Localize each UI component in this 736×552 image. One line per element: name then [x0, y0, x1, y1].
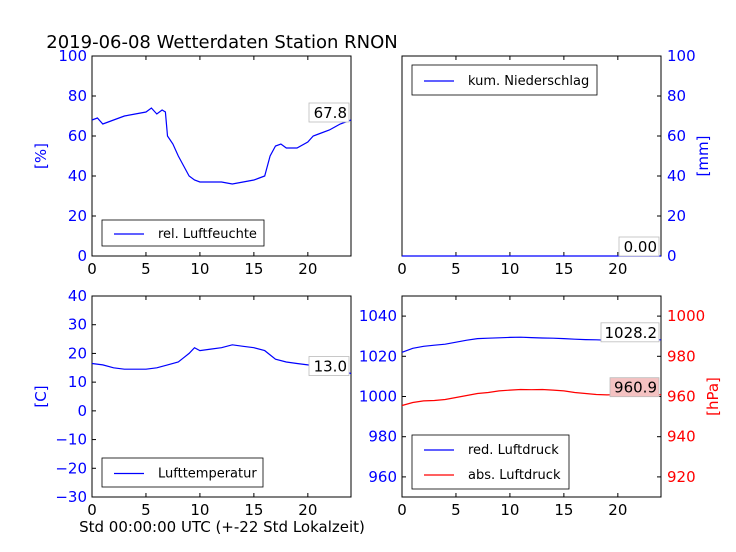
y-tick-label: 20 [68, 344, 87, 362]
x-tick-label: 5 [451, 501, 461, 519]
x-tick-label: 5 [141, 501, 151, 519]
y-tick-label: 40 [68, 287, 87, 305]
x-tick-label: 15 [244, 260, 263, 278]
x-tick-label: 20 [298, 501, 317, 519]
x-tick-label: 10 [190, 260, 209, 278]
x-tick-label: 0 [397, 501, 407, 519]
x-tick-label: 0 [87, 260, 97, 278]
x-tick-label: 10 [500, 501, 519, 519]
x-axis-label: Std 00:00:00 UTC (+-22 Std Lokalzeit) [79, 518, 365, 536]
x-tick-label: 20 [298, 260, 317, 278]
y-tick-label: 100 [58, 47, 87, 65]
y-tick-label: 60 [667, 127, 686, 145]
y-axis-label: [mm] [694, 136, 712, 177]
x-tick-label: 15 [554, 501, 573, 519]
series-line-lufttemperatur [91, 344, 352, 375]
last-value-label: 0.00 [624, 238, 657, 256]
figure-title: 2019-06-08 Wetterdaten Station RNON [46, 32, 397, 53]
last-value-label: 1028.2 [605, 324, 658, 342]
x-tick-label: 0 [397, 260, 407, 278]
y-tick-label: 980 [667, 347, 696, 365]
x-tick-label: 20 [608, 260, 627, 278]
subplot-2: 0 5 10 15 20 0 20 40 60 80 100 [mm] 0.00 kum. Nieders… [397, 47, 712, 278]
y-tick-label: −20 [55, 459, 87, 477]
last-value-label: 13.0 [314, 358, 347, 376]
x-tick-label: 5 [141, 260, 151, 278]
x-tick-label: 10 [500, 260, 519, 278]
y-tick-label: 960 [368, 468, 397, 486]
last-value-box [308, 102, 350, 123]
y-tick-label: 1000 [667, 307, 705, 325]
y-tick-label: 940 [667, 428, 696, 446]
subplot-3: 0 5 10 15 20 −30 −20 −10 0 10 20 30 40 [C] 13.0 Lufttem… [32, 287, 352, 519]
y-tick-label: 0 [77, 402, 87, 420]
legend-label: rel. Luftfeuchte [158, 227, 257, 242]
legend-label: kum. Niederschlag [468, 74, 589, 89]
y-tick-label: 30 [68, 316, 87, 334]
last-value-label: 67.8 [314, 104, 347, 122]
plot-frame [91, 295, 352, 498]
y-axis-label: [C] [32, 385, 50, 407]
y-tick-label: 80 [68, 87, 87, 105]
legend-label: abs. Luftdruck [468, 468, 561, 483]
y-tick-label: 100 [667, 47, 696, 65]
y-tick-label: 20 [68, 207, 87, 225]
y-tick-label: 920 [667, 468, 696, 486]
legend-label: red. Luftdruck [468, 443, 559, 458]
x-tick-label: 5 [451, 260, 461, 278]
y-axis-label: [%] [32, 143, 50, 169]
y-axis-label: [hPa] [704, 377, 722, 416]
y-tick-label: 1020 [359, 347, 397, 365]
x-tick-label: 0 [87, 501, 97, 519]
y-tick-label: 60 [68, 127, 87, 145]
last-value-box [308, 356, 350, 376]
legend-label: Lufttemperatur [158, 467, 257, 482]
last-value-box [618, 236, 660, 257]
y-tick-label: 0 [667, 247, 677, 265]
x-tick-label: 10 [190, 501, 209, 519]
legend-box [101, 457, 264, 488]
y-tick-label: 980 [368, 428, 397, 446]
y-tick-label: 1040 [359, 307, 397, 325]
x-tick-label: 20 [608, 501, 627, 519]
y-tick-label: 80 [667, 87, 686, 105]
legend-box [411, 434, 570, 490]
y-tick-label: 10 [68, 373, 87, 391]
legend-box [101, 219, 265, 247]
series-line-rel-luftfeuchte [91, 107, 352, 185]
subplot-1: 0 5 10 15 20 0 20 40 60 80 100 [%] 67.8 rel. Luftfeuc… [32, 47, 352, 278]
y-tick-label: 1000 [359, 388, 397, 406]
y-tick-label: 40 [68, 167, 87, 185]
x-tick-label: 15 [244, 501, 263, 519]
legend-box [411, 64, 598, 96]
last-value-box [609, 377, 660, 398]
last-value-box [600, 322, 660, 343]
y-tick-label: −10 [55, 431, 87, 449]
y-tick-label: 960 [667, 388, 696, 406]
y-tick-label: 20 [667, 207, 686, 225]
x-tick-label: 15 [554, 260, 573, 278]
y-tick-label: −30 [55, 488, 87, 506]
plot-frame [91, 55, 352, 257]
last-value-label: 960.9 [614, 379, 657, 397]
y-tick-label: 40 [667, 167, 686, 185]
y-tick-label: 0 [77, 247, 87, 265]
subplot-4: 0 5 10 15 20 960 980 1000 1020 1040 920 940 960 980 10… [359, 295, 722, 519]
